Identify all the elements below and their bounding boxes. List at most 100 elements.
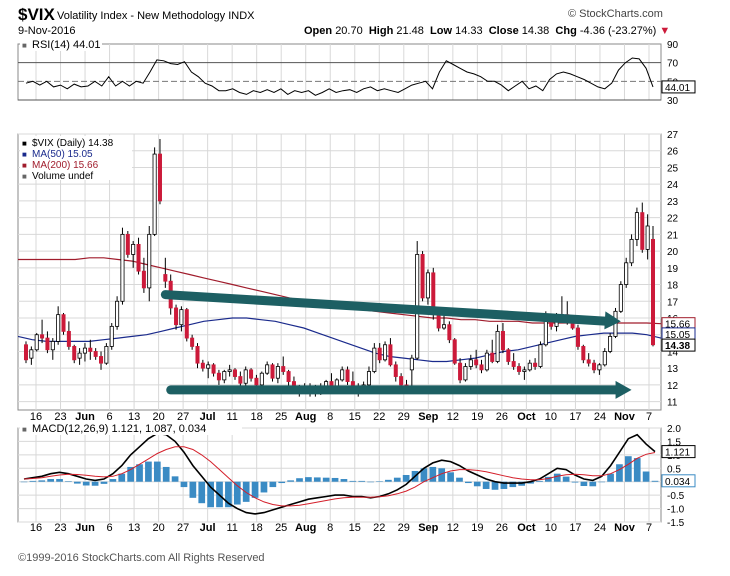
macd-histogram-bar [393, 477, 401, 482]
price-tick-label: 20 [667, 247, 679, 258]
candle-body [640, 212, 645, 250]
price-x-label: 7 [646, 411, 652, 423]
macd-histogram-bar [278, 481, 286, 484]
copyright-footer: ©1999-2016 StockCharts.com All Rights Re… [18, 552, 265, 564]
macd-histogram-bar [189, 481, 197, 498]
rsi-legend: RSI(14) 44.01 [32, 39, 100, 51]
macd-tick-label: -1.0 [667, 505, 685, 516]
candle-body [34, 334, 39, 351]
candle-body [543, 319, 548, 346]
price-x-label: Sep [418, 411, 438, 423]
candle-body [249, 369, 254, 379]
candle-body [377, 347, 382, 361]
macd-histogram-bar [553, 473, 561, 482]
macd-histogram-bar [296, 478, 303, 482]
rsi-legend-swatch: ■ [22, 41, 27, 50]
chg-value: -4.36 (-23.27%) [579, 25, 657, 37]
macd-histogram-bar [491, 481, 499, 490]
price-tick-label: 19 [667, 264, 679, 275]
price-tick-label: 21 [667, 230, 679, 241]
price-x-label: Nov [614, 411, 636, 423]
macd-x-label: 11 [226, 522, 237, 534]
macd-x-label: Oct [517, 522, 536, 534]
candle-body [227, 369, 232, 372]
candle-body [538, 344, 543, 367]
macd-histogram-bar [162, 466, 170, 482]
macd-x-label: 25 [275, 522, 287, 534]
macd-x-label: Nov [614, 522, 636, 534]
price-x-label: 22 [373, 411, 385, 423]
macd-tick-label: -0.5 [667, 491, 685, 502]
macd-x-label: 7 [646, 522, 652, 534]
macd-histogram-bar [500, 481, 508, 489]
macd-histogram-bar [473, 481, 481, 487]
macd-histogram-bar [118, 473, 126, 482]
price-tick-label: 12 [667, 381, 679, 392]
macd-histogram-bar [349, 480, 357, 482]
macd-x-label: 24 [594, 522, 606, 534]
candle-body [45, 337, 50, 351]
rsi-value-box [661, 80, 696, 94]
macd-x-label: 18 [251, 522, 263, 534]
macd-x-label: 15 [349, 522, 361, 534]
macd-x-label: 17 [569, 522, 581, 534]
price-x-label: 24 [594, 411, 606, 423]
candle-body [602, 351, 607, 366]
candle-body [270, 364, 275, 379]
candle-body [522, 369, 527, 372]
candle-body [120, 233, 125, 302]
candle-body [608, 335, 613, 352]
price-x-label: 20 [152, 411, 164, 423]
price-x-label: 15 [349, 411, 361, 423]
candle-body [409, 357, 414, 371]
price-x-label: 18 [251, 411, 263, 423]
price-tick-label: 25 [667, 163, 679, 174]
candle-body [174, 307, 179, 326]
macd-histogram-bar [385, 479, 392, 482]
candle-body [468, 359, 473, 367]
price-x-label: 8 [327, 411, 333, 423]
candle-body [463, 366, 468, 381]
macd-value-label: 1.121 [665, 448, 690, 459]
macd-x-label: 12 [447, 522, 459, 534]
candle-body [109, 325, 114, 347]
candle-body [131, 243, 136, 255]
candle-body [597, 364, 602, 371]
macd-histogram-bar [91, 481, 99, 486]
price-tick-label: 11 [667, 398, 678, 409]
price-x-label: Oct [517, 411, 536, 423]
macd-histogram-bar [322, 477, 330, 482]
candle-body [206, 364, 211, 369]
trend-arrow-head [604, 311, 621, 330]
macd-tick-label: -1.5 [667, 518, 685, 529]
macd-histogram-bar [429, 466, 437, 482]
candle-body [265, 364, 270, 374]
macd-histogram-bar [376, 481, 383, 482]
rsi-value-label: 44.01 [665, 83, 690, 94]
candle-body [399, 376, 404, 386]
price-x-label: 6 [106, 411, 112, 423]
macd-histogram-bar [642, 471, 650, 482]
candle-body [575, 327, 580, 347]
candle-body [72, 346, 77, 361]
macd-x-label: 10 [545, 522, 557, 534]
candle-body [93, 351, 98, 357]
open-value: 20.70 [335, 25, 363, 37]
macd-histogram-bar [536, 480, 543, 482]
price-x-label: 13 [128, 411, 140, 423]
candle-body [211, 364, 216, 374]
macd-x-label: 16 [30, 522, 42, 534]
price-tick-label: 27 [667, 130, 679, 141]
candle-body [184, 309, 189, 339]
high-label: High [368, 25, 394, 37]
macd-x-label: 8 [327, 522, 333, 534]
macd-histogram-bar [269, 481, 277, 488]
macd-legend-swatch: ■ [22, 425, 27, 434]
macd-histogram-bar [616, 464, 623, 482]
macd-x-label: 27 [177, 522, 189, 534]
macd-histogram-bar [73, 481, 81, 484]
candle-body [243, 369, 248, 384]
candle-body [645, 225, 650, 250]
price-x-label: 16 [30, 411, 42, 423]
stockcharts-logo[interactable]: © StockCharts.com [568, 8, 663, 20]
